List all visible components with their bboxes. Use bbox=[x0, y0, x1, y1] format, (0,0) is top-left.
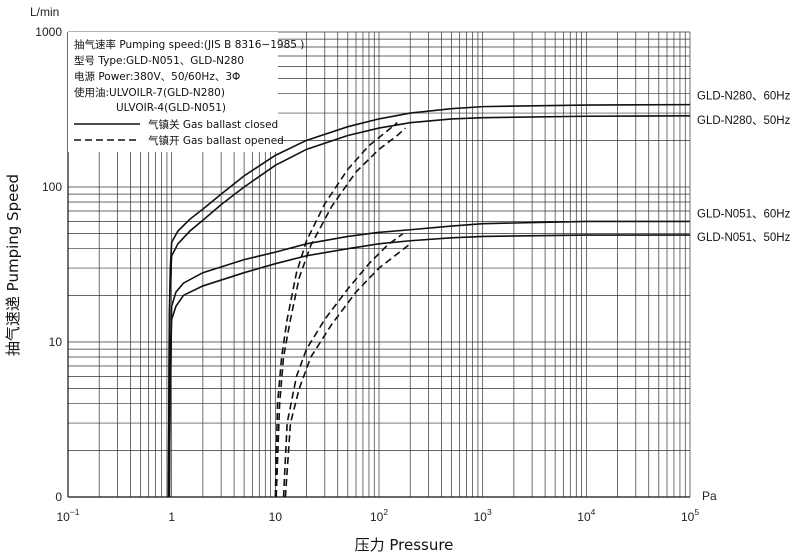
series-label-3: GLD-N051、60Hz bbox=[697, 208, 791, 220]
y-tick-label-1: 10 bbox=[49, 335, 63, 349]
series-curve-3 bbox=[168, 220, 690, 498]
legend-closed-label: 气镇关 Gas ballast closed bbox=[148, 118, 278, 131]
legend-line-3: 电源 Power:380V、50/60Hz、3Φ bbox=[74, 70, 240, 83]
x-tick-label-1: 1 bbox=[168, 510, 175, 524]
y-axis-title: 抽气速递 Pumping Speed bbox=[4, 174, 22, 356]
gas-ballast-opened-curve-3 bbox=[282, 233, 404, 498]
legend-opened-label: 气镇开 Gas ballast opened bbox=[148, 134, 284, 147]
gas-ballast-opened-curve-2 bbox=[275, 127, 406, 498]
y-unit: L/min bbox=[30, 5, 59, 19]
series-curve-2 bbox=[167, 114, 691, 498]
series-curves bbox=[167, 103, 691, 498]
x-tick-label-3: 102 bbox=[370, 507, 388, 524]
y-tick-label-0: 0 bbox=[55, 490, 62, 504]
series-label-4: GLD-N051、50Hz bbox=[697, 232, 791, 244]
legend: 抽气速率 Pumping speed:(JIS B 8316−1985 ) 型号… bbox=[68, 32, 304, 152]
y-tick-label-2: 100 bbox=[42, 180, 62, 194]
tick-labels: 10−1 1 10 102 103 104 105 0 10 100 1000 bbox=[35, 25, 699, 524]
x-tick-label-0: 10−1 bbox=[56, 507, 79, 524]
legend-line-2: 型号 Type:GLD-N051、GLD-N280 bbox=[74, 54, 244, 67]
x-tick-label-6: 105 bbox=[681, 507, 699, 524]
legend-line-5: ULVOIR-4(GLD-N051) bbox=[116, 102, 226, 114]
x-unit: Pa bbox=[702, 489, 717, 503]
series-labels: GLD-N280、60Hz GLD-N280、50Hz GLD-N051、60Hz G… bbox=[697, 91, 791, 244]
x-tick-label-5: 104 bbox=[577, 507, 595, 524]
x-tick-label-2: 10 bbox=[269, 510, 283, 524]
series-curve-1 bbox=[167, 103, 691, 498]
x-tick-label-4: 103 bbox=[474, 507, 492, 524]
series-label-1: GLD-N280、60Hz bbox=[697, 91, 791, 103]
series-label-2: GLD-N280、50Hz bbox=[697, 115, 791, 127]
legend-line-1: 抽气速率 Pumping speed:(JIS B 8316−1985 ) bbox=[74, 38, 304, 51]
y-tick-label-3: 1000 bbox=[35, 25, 62, 39]
x-axis-title: 压力 Pressure bbox=[355, 536, 454, 554]
legend-line-4: 使用油:ULVOILR-7(GLD-N280) bbox=[74, 86, 225, 99]
gas-ballast-opened-curve-1 bbox=[274, 122, 398, 498]
series-curve-4 bbox=[168, 234, 690, 498]
gas-ballast-opened-curve-4 bbox=[284, 243, 411, 498]
legend-box bbox=[68, 32, 278, 152]
